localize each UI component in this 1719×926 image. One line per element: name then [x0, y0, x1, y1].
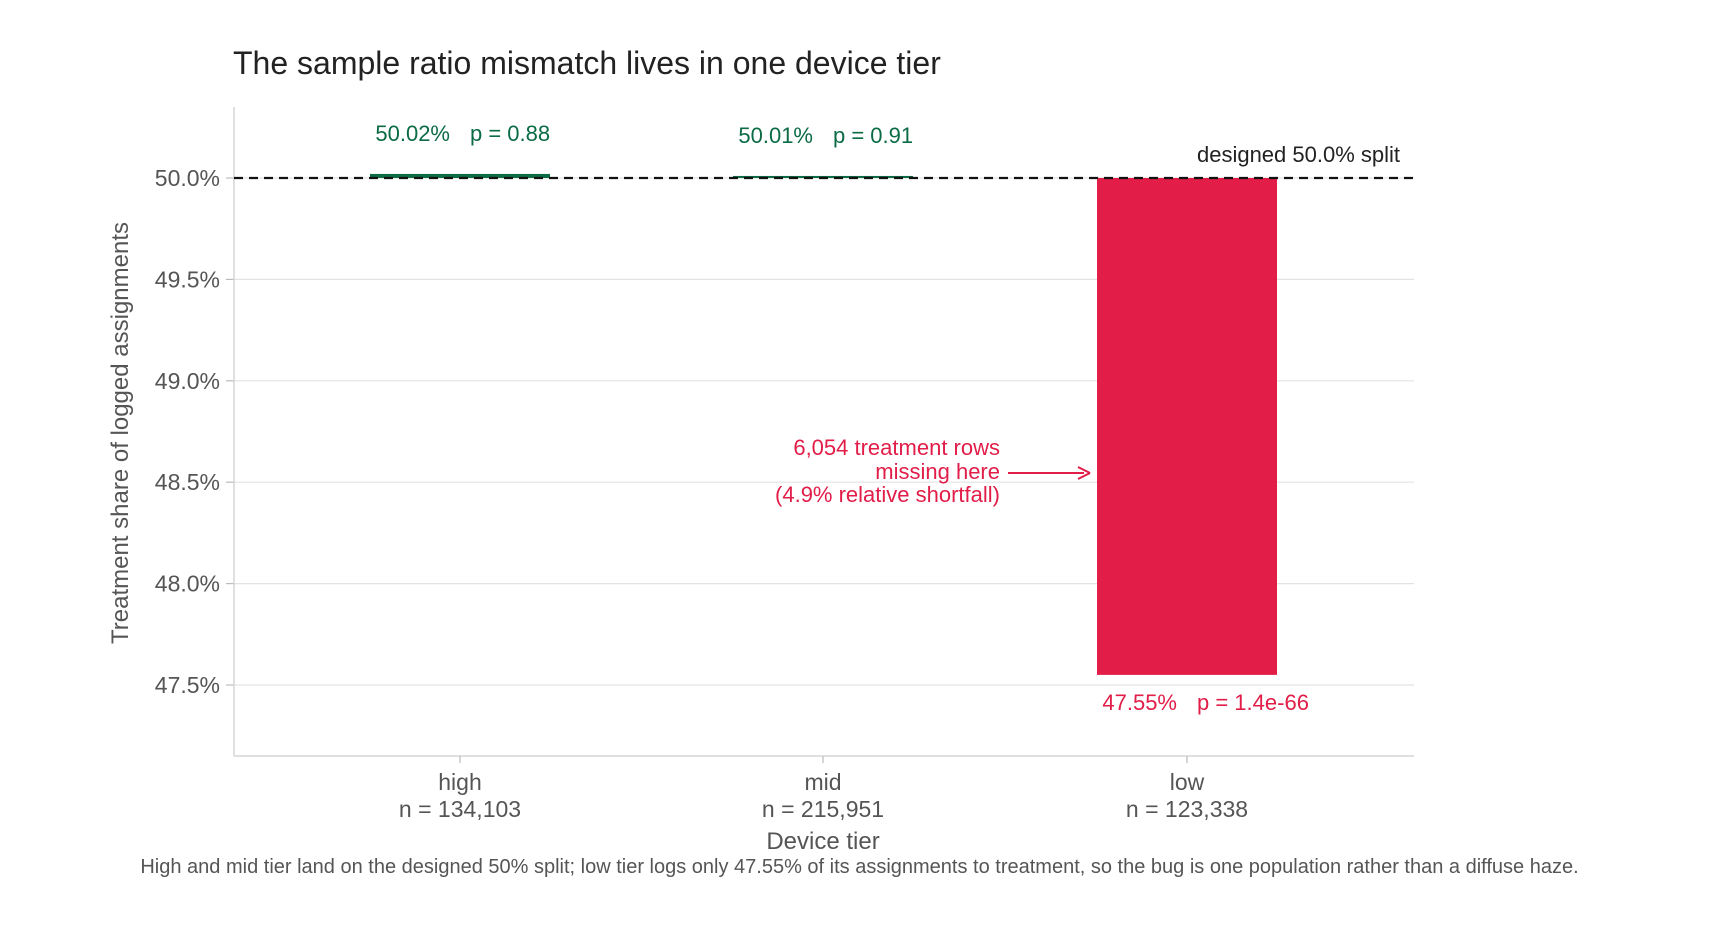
- y-tick-label: 48.5%: [155, 469, 220, 495]
- y-tick-label: 48.0%: [155, 571, 220, 597]
- baseline: designed 50.0% split: [234, 142, 1414, 180]
- annotation-text: (4.9% relative shortfall): [775, 482, 1000, 507]
- x-tick-sublabel: n = 215,951: [762, 796, 884, 822]
- annotation-text: 6,054 treatment rows: [793, 435, 1000, 460]
- bar-p-label: p = 1.4e-66: [1197, 690, 1309, 715]
- x-axis-label: Device tier: [766, 828, 879, 855]
- bar-labels: 50.02% p = 0.88 50.01% p = 0.91 47.55% p = 1.…: [375, 121, 1309, 715]
- annotation-text: missing here: [875, 459, 1000, 484]
- x-tick-sublabel: n = 123,338: [1126, 796, 1248, 822]
- x-tick-label: low: [1170, 769, 1205, 795]
- x-tick-label: mid: [804, 769, 841, 795]
- bar-value-label: 50.01%: [738, 123, 813, 148]
- bar-p-label: p = 0.91: [833, 123, 913, 148]
- x-tick-sublabel: n = 134,103: [399, 796, 521, 822]
- bars: [370, 173, 1277, 675]
- y-tick-label: 50.0%: [155, 165, 220, 191]
- bar-value-label: 50.02%: [375, 121, 450, 146]
- annotation-arrow-head: [1077, 466, 1091, 480]
- y-tick-label: 49.5%: [155, 266, 220, 292]
- chart-title: The sample ratio mismatch lives in one d…: [233, 45, 941, 81]
- y-axis-label: Treatment share of logged assignments: [107, 222, 134, 644]
- bar-p-label: p = 0.88: [470, 121, 550, 146]
- figure-caption: High and mid tier land on the designed 5…: [140, 856, 1579, 878]
- baseline-label: designed 50.0% split: [1197, 142, 1400, 167]
- bar: [370, 173, 550, 178]
- bar: [1097, 177, 1277, 675]
- y-tick-label: 49.0%: [155, 368, 220, 394]
- x-tick-label: high: [438, 769, 481, 795]
- y-tick-label: 47.5%: [155, 672, 220, 698]
- bar-value-label: 47.55%: [1102, 690, 1177, 715]
